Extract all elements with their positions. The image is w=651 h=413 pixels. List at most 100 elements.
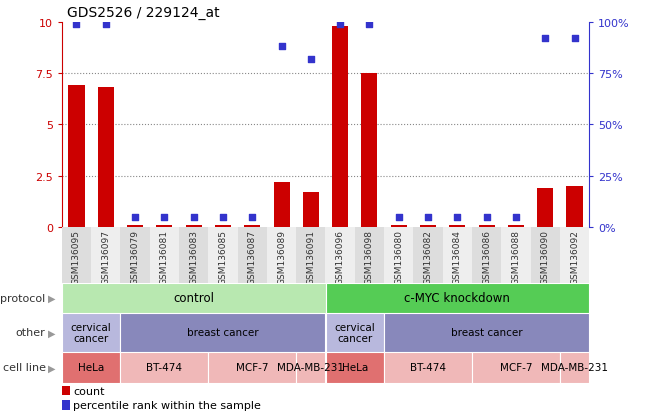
Bar: [186, 225, 202, 228]
Text: HeLa: HeLa: [78, 363, 104, 373]
Bar: [560, 352, 589, 383]
Point: [159, 214, 169, 221]
Bar: [127, 225, 143, 228]
Bar: [68, 86, 85, 228]
Text: breast cancer: breast cancer: [187, 328, 259, 338]
Bar: [384, 228, 413, 283]
Text: MDA-MB-231: MDA-MB-231: [277, 363, 344, 373]
Bar: [267, 228, 296, 283]
Text: GSM136087: GSM136087: [248, 230, 256, 285]
Text: GSM136081: GSM136081: [160, 230, 169, 285]
Text: MCF-7: MCF-7: [500, 363, 532, 373]
Point: [540, 36, 550, 43]
Bar: [472, 228, 501, 283]
Bar: [326, 283, 589, 313]
Text: GSM136082: GSM136082: [424, 230, 432, 285]
Text: breast cancer: breast cancer: [450, 328, 523, 338]
Point: [423, 214, 434, 221]
Bar: [120, 352, 208, 383]
Text: GSM136092: GSM136092: [570, 230, 579, 285]
Bar: [537, 189, 553, 228]
Bar: [215, 225, 231, 228]
Bar: [472, 352, 560, 383]
Text: GSM136097: GSM136097: [102, 230, 110, 285]
Bar: [326, 352, 384, 383]
Bar: [91, 228, 120, 283]
Bar: [560, 228, 589, 283]
Bar: [238, 228, 267, 283]
Bar: [449, 225, 465, 228]
Bar: [296, 228, 326, 283]
Point: [276, 44, 286, 51]
Bar: [501, 228, 531, 283]
Text: GDS2526 / 229124_at: GDS2526 / 229124_at: [67, 6, 220, 20]
Bar: [98, 88, 114, 228]
Text: cell line: cell line: [3, 363, 46, 373]
Bar: [420, 225, 436, 228]
Text: ▶: ▶: [48, 363, 55, 373]
Bar: [508, 225, 524, 228]
Bar: [62, 400, 70, 410]
Bar: [384, 313, 589, 352]
Bar: [566, 187, 583, 228]
Bar: [62, 228, 91, 283]
Text: GSM136085: GSM136085: [219, 230, 227, 285]
Bar: [443, 228, 472, 283]
Point: [100, 21, 111, 28]
Text: protocol: protocol: [0, 293, 46, 303]
Text: GSM136083: GSM136083: [189, 230, 198, 285]
Bar: [208, 352, 296, 383]
Text: percentile rank within the sample: percentile rank within the sample: [73, 400, 261, 410]
Text: GSM136095: GSM136095: [72, 230, 81, 285]
Text: ▶: ▶: [48, 328, 55, 338]
Bar: [156, 225, 173, 228]
Bar: [296, 352, 326, 383]
Text: GSM136098: GSM136098: [365, 230, 374, 285]
Text: GSM136091: GSM136091: [307, 230, 315, 285]
Bar: [303, 193, 319, 228]
Text: GSM136079: GSM136079: [131, 230, 139, 285]
Text: control: control: [173, 292, 214, 305]
Text: BT-474: BT-474: [146, 363, 182, 373]
Text: BT-474: BT-474: [410, 363, 446, 373]
Point: [364, 21, 374, 28]
Bar: [413, 228, 443, 283]
Bar: [384, 352, 472, 383]
Point: [130, 214, 140, 221]
Text: other: other: [16, 328, 46, 338]
Bar: [62, 313, 120, 352]
Bar: [62, 386, 70, 396]
Bar: [62, 352, 120, 383]
Text: cervical
cancer: cervical cancer: [335, 322, 375, 344]
Text: count: count: [73, 386, 104, 396]
Text: c-MYC knockdown: c-MYC knockdown: [404, 292, 510, 305]
Bar: [273, 183, 290, 228]
Text: GSM136088: GSM136088: [512, 230, 520, 285]
Bar: [179, 228, 208, 283]
Text: GSM136080: GSM136080: [395, 230, 403, 285]
Text: ▶: ▶: [48, 293, 55, 303]
Text: GSM136096: GSM136096: [336, 230, 344, 285]
Text: MDA-MB-231: MDA-MB-231: [541, 363, 608, 373]
Text: cervical
cancer: cervical cancer: [71, 322, 111, 344]
Point: [188, 214, 199, 221]
Bar: [531, 228, 560, 283]
Text: HeLa: HeLa: [342, 363, 368, 373]
Point: [393, 214, 404, 221]
Bar: [120, 228, 150, 283]
Point: [335, 21, 345, 28]
Text: GSM136086: GSM136086: [482, 230, 491, 285]
Bar: [62, 283, 326, 313]
Bar: [355, 228, 384, 283]
Text: GSM136090: GSM136090: [541, 230, 549, 285]
Point: [452, 214, 462, 221]
Bar: [391, 225, 407, 228]
Bar: [120, 313, 326, 352]
Point: [569, 36, 579, 43]
Text: GSM136084: GSM136084: [453, 230, 462, 285]
Bar: [361, 74, 378, 228]
Point: [217, 214, 228, 221]
Text: MCF-7: MCF-7: [236, 363, 268, 373]
Bar: [326, 313, 384, 352]
Bar: [208, 228, 238, 283]
